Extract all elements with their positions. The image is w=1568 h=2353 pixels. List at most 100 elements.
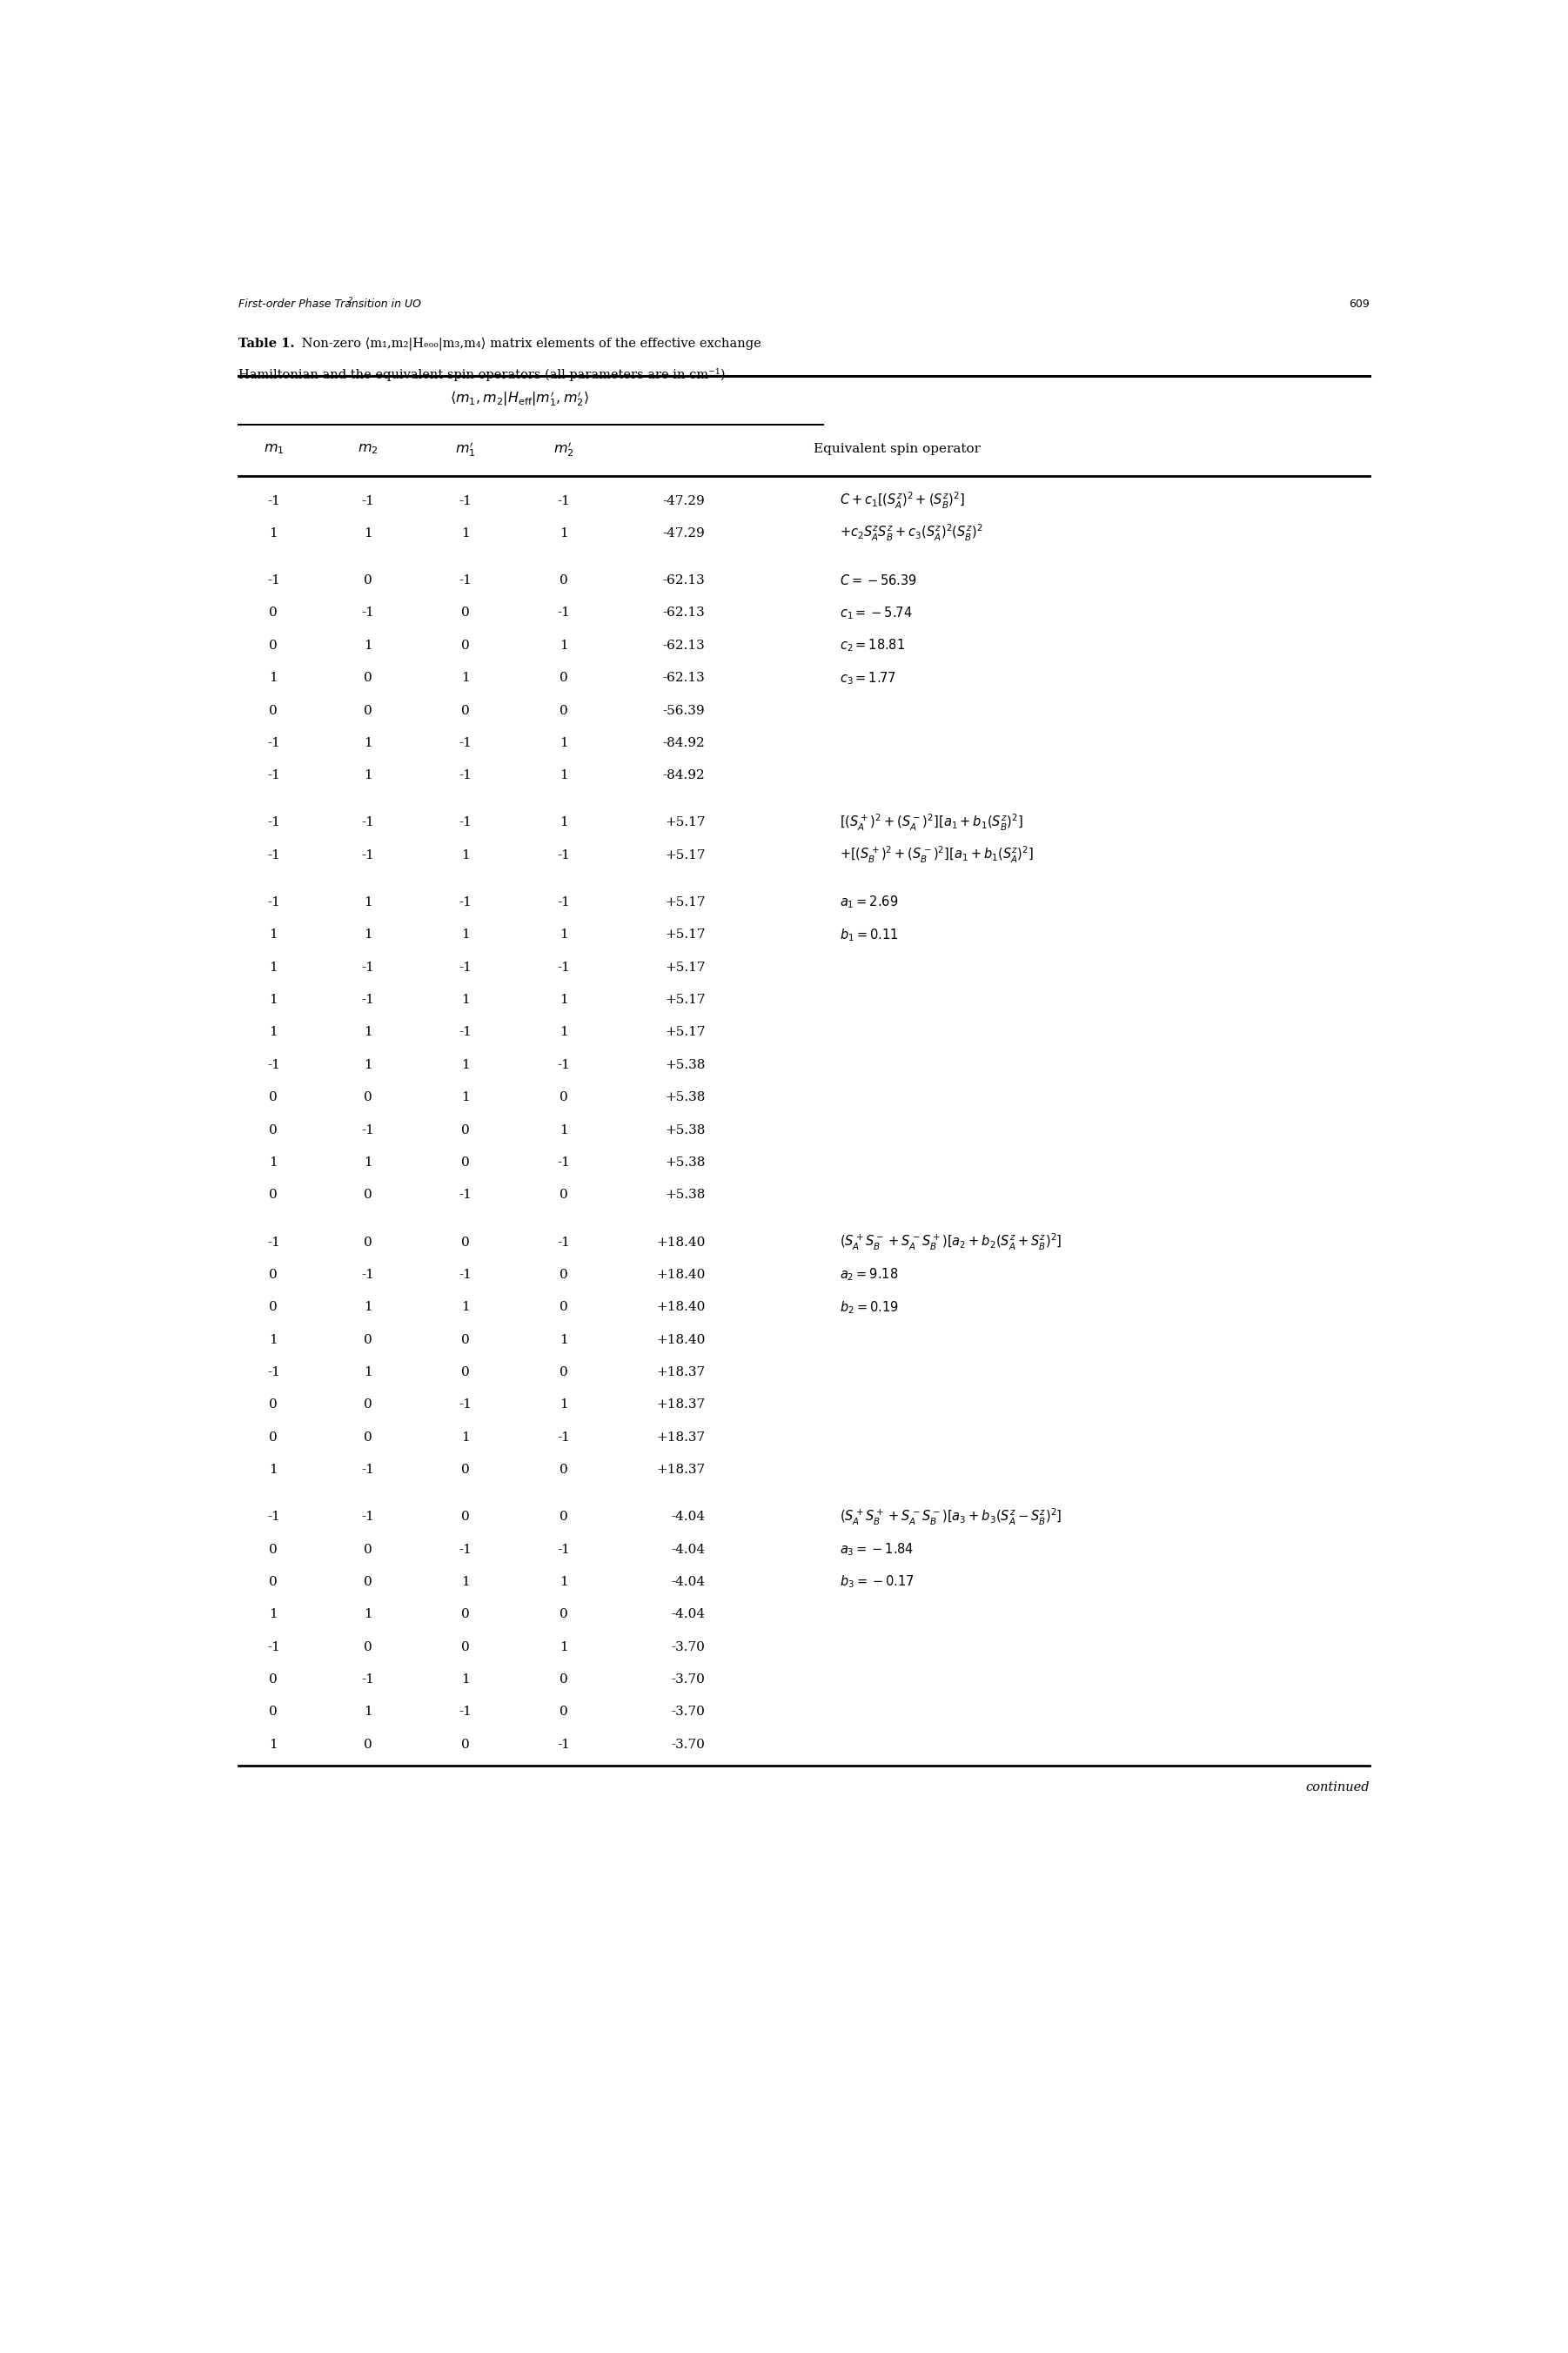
Text: 0: 0 bbox=[364, 574, 372, 586]
Text: +5.17: +5.17 bbox=[665, 962, 706, 974]
Text: 1: 1 bbox=[461, 527, 470, 539]
Text: -62.13: -62.13 bbox=[663, 640, 706, 652]
Text: 1: 1 bbox=[270, 1155, 278, 1169]
Text: $a_3 = -1.84$: $a_3 = -1.84$ bbox=[840, 1541, 914, 1558]
Text: +5.17: +5.17 bbox=[665, 849, 706, 861]
Text: 0: 0 bbox=[461, 1609, 470, 1621]
Text: 1: 1 bbox=[461, 1301, 470, 1313]
Text: 0: 0 bbox=[560, 1301, 568, 1313]
Text: 1: 1 bbox=[560, 1640, 568, 1654]
Text: -1: -1 bbox=[362, 1511, 375, 1522]
Text: -1: -1 bbox=[267, 1367, 281, 1379]
Text: 1: 1 bbox=[560, 1026, 568, 1038]
Text: -1: -1 bbox=[557, 1059, 571, 1071]
Text: +5.38: +5.38 bbox=[665, 1188, 706, 1200]
Text: 1: 1 bbox=[560, 1125, 568, 1136]
Text: 1: 1 bbox=[461, 849, 470, 861]
Text: 0: 0 bbox=[461, 704, 470, 718]
Text: Hamiltonian and the equivalent spin operators (all parameters are in cm⁻¹): Hamiltonian and the equivalent spin oper… bbox=[238, 367, 726, 381]
Text: 0: 0 bbox=[270, 1398, 278, 1412]
Text: $c_1 = -5.74$: $c_1 = -5.74$ bbox=[840, 605, 913, 621]
Text: $b_1 = 0.11$: $b_1 = 0.11$ bbox=[840, 927, 898, 944]
Text: -4.04: -4.04 bbox=[671, 1577, 706, 1588]
Text: -4.04: -4.04 bbox=[671, 1511, 706, 1522]
Text: -1: -1 bbox=[362, 1464, 375, 1475]
Text: -1: -1 bbox=[362, 494, 375, 506]
Text: -1: -1 bbox=[459, 769, 472, 781]
Text: 0: 0 bbox=[270, 640, 278, 652]
Text: 0: 0 bbox=[560, 1706, 568, 1718]
Text: $a_1 = 2.69$: $a_1 = 2.69$ bbox=[840, 894, 898, 911]
Text: +5.17: +5.17 bbox=[665, 929, 706, 941]
Text: +5.38: +5.38 bbox=[665, 1125, 706, 1136]
Text: -56.39: -56.39 bbox=[663, 704, 706, 718]
Text: -1: -1 bbox=[459, 1268, 472, 1280]
Text: +5.17: +5.17 bbox=[665, 1026, 706, 1038]
Text: -1: -1 bbox=[459, 1706, 472, 1718]
Text: -1: -1 bbox=[557, 494, 571, 506]
Text: -3.70: -3.70 bbox=[671, 1673, 706, 1685]
Text: 1: 1 bbox=[364, 1155, 372, 1169]
Text: $b_3 = -0.17$: $b_3 = -0.17$ bbox=[840, 1574, 914, 1591]
Text: -3.70: -3.70 bbox=[671, 1640, 706, 1654]
Text: -1: -1 bbox=[459, 494, 472, 506]
Text: -1: -1 bbox=[459, 574, 472, 586]
Text: -1: -1 bbox=[459, 1544, 472, 1555]
Text: -47.29: -47.29 bbox=[663, 494, 706, 506]
Text: 609: 609 bbox=[1348, 299, 1369, 311]
Text: 0: 0 bbox=[461, 1334, 470, 1346]
Text: 0: 0 bbox=[270, 607, 278, 619]
Text: 0: 0 bbox=[461, 1511, 470, 1522]
Text: -1: -1 bbox=[362, 1673, 375, 1685]
Text: $c_2 = 18.81$: $c_2 = 18.81$ bbox=[840, 638, 905, 654]
Text: -1: -1 bbox=[557, 849, 571, 861]
Text: -1: -1 bbox=[267, 849, 281, 861]
Text: -1: -1 bbox=[267, 769, 281, 781]
Text: 1: 1 bbox=[560, 527, 568, 539]
Text: -1: -1 bbox=[459, 816, 472, 828]
Text: 1: 1 bbox=[461, 673, 470, 685]
Text: 1: 1 bbox=[270, 962, 278, 974]
Text: $(S_A^+ S_B^+ + S_A^- S_B^-)[a_3 + b_3(S_A^z - S_B^z)^2]$: $(S_A^+ S_B^+ + S_A^- S_B^-)[a_3 + b_3(S… bbox=[840, 1506, 1063, 1527]
Text: -1: -1 bbox=[362, 816, 375, 828]
Text: 0: 0 bbox=[364, 704, 372, 718]
Text: -62.13: -62.13 bbox=[663, 607, 706, 619]
Text: 1: 1 bbox=[364, 1026, 372, 1038]
Text: +18.40: +18.40 bbox=[655, 1301, 706, 1313]
Text: Equivalent spin operator: Equivalent spin operator bbox=[814, 442, 982, 454]
Text: +5.17: +5.17 bbox=[665, 993, 706, 1007]
Text: $m_2'$: $m_2'$ bbox=[554, 440, 574, 459]
Text: 0: 0 bbox=[560, 574, 568, 586]
Text: -1: -1 bbox=[459, 1026, 472, 1038]
Text: +18.37: +18.37 bbox=[657, 1367, 706, 1379]
Text: -1: -1 bbox=[267, 494, 281, 506]
Text: $+c_2 S_A^z S_B^z + c_3(S_A^z)^2(S_B^z)^2$: $+c_2 S_A^z S_B^z + c_3(S_A^z)^2(S_B^z)^… bbox=[840, 522, 983, 544]
Text: 1: 1 bbox=[364, 769, 372, 781]
Text: 0: 0 bbox=[461, 1464, 470, 1475]
Text: 0: 0 bbox=[461, 1640, 470, 1654]
Text: -1: -1 bbox=[459, 896, 472, 908]
Text: -1: -1 bbox=[362, 993, 375, 1007]
Text: -1: -1 bbox=[362, 1268, 375, 1280]
Text: 1: 1 bbox=[270, 1464, 278, 1475]
Text: 1: 1 bbox=[560, 640, 568, 652]
Text: -1: -1 bbox=[362, 962, 375, 974]
Text: First-order Phase Transition in UO: First-order Phase Transition in UO bbox=[238, 299, 422, 311]
Text: -3.70: -3.70 bbox=[671, 1706, 706, 1718]
Text: 0: 0 bbox=[364, 1092, 372, 1104]
Text: 0: 0 bbox=[364, 1235, 372, 1249]
Text: 1: 1 bbox=[364, 736, 372, 748]
Text: +18.37: +18.37 bbox=[657, 1464, 706, 1475]
Text: -1: -1 bbox=[557, 1431, 571, 1442]
Text: -84.92: -84.92 bbox=[663, 736, 706, 748]
Text: 0: 0 bbox=[270, 1092, 278, 1104]
Text: +5.17: +5.17 bbox=[665, 816, 706, 828]
Text: -1: -1 bbox=[459, 1188, 472, 1200]
Text: 0: 0 bbox=[461, 1367, 470, 1379]
Text: -1: -1 bbox=[267, 816, 281, 828]
Text: 1: 1 bbox=[364, 640, 372, 652]
Text: 1: 1 bbox=[270, 673, 278, 685]
Text: $m_1$: $m_1$ bbox=[263, 442, 284, 456]
Text: 0: 0 bbox=[364, 1334, 372, 1346]
Text: 1: 1 bbox=[270, 1334, 278, 1346]
